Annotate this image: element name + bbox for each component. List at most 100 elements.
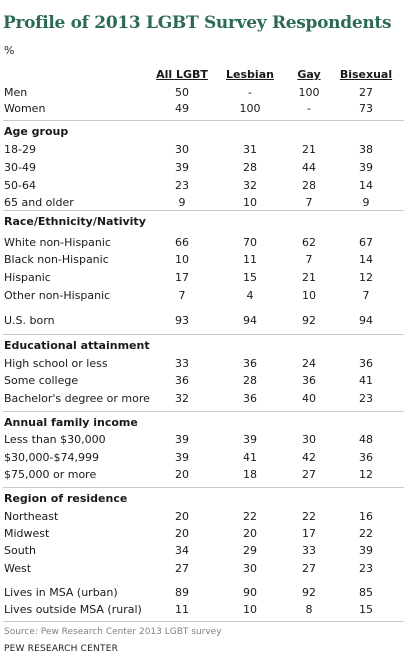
table-cell: 38 <box>359 143 373 156</box>
table-cell: 4 <box>246 289 254 302</box>
row-label: Lives outside MSA (rural) <box>4 603 142 616</box>
table-cell: 39 <box>175 451 189 464</box>
table-cell: 32 <box>175 392 189 405</box>
table-cell: 23 <box>359 562 373 575</box>
table-cell: 33 <box>175 357 189 370</box>
table-cell: 14 <box>359 179 373 192</box>
table-cell: 7 <box>362 289 370 302</box>
section-divider <box>3 210 404 211</box>
table-cell: 11 <box>243 253 257 266</box>
column-header: Gay <box>297 68 321 81</box>
table-cell: 42 <box>302 451 316 464</box>
table-cell: 85 <box>359 586 373 599</box>
table-cell: 23 <box>175 179 189 192</box>
table-cell: 34 <box>175 544 189 557</box>
table-cell: 10 <box>243 603 257 616</box>
table-cell: 90 <box>243 586 257 599</box>
table-cell: 15 <box>243 271 257 284</box>
row-label: 50-64 <box>4 179 36 192</box>
table-cell: 23 <box>359 392 373 405</box>
table-cell: 31 <box>243 143 257 156</box>
table-cell: 92 <box>302 586 316 599</box>
table-cell: 9 <box>178 196 186 209</box>
table-cell: 41 <box>243 451 257 464</box>
table-cell: 16 <box>359 510 373 523</box>
table-cell: 32 <box>243 179 257 192</box>
table-cell: 39 <box>359 544 373 557</box>
table-cell: 70 <box>243 236 257 249</box>
section-divider <box>3 411 404 412</box>
table-cell: 48 <box>359 433 373 446</box>
table-cell: 100 <box>239 102 261 115</box>
table-cell: 14 <box>359 253 373 266</box>
row-label: 18-29 <box>4 143 36 156</box>
table-cell: 89 <box>175 586 189 599</box>
column-header: Lesbian <box>226 68 274 81</box>
table-cell: 67 <box>359 236 373 249</box>
row-label: $75,000 or more <box>4 468 97 481</box>
table-cell: 28 <box>243 161 257 174</box>
table-cell: 12 <box>359 271 373 284</box>
table-cell: 9 <box>362 196 370 209</box>
row-label: Bachelor's degree or more <box>4 392 150 405</box>
table-cell: 50 <box>175 86 189 99</box>
table-cell: 30 <box>243 562 257 575</box>
table-cell: 10 <box>302 289 316 302</box>
table-cell: 20 <box>175 527 189 540</box>
row-label: 65 and older <box>4 196 74 209</box>
table-cell: 92 <box>302 314 316 327</box>
unit-label: % <box>4 44 15 57</box>
table-cell: 27 <box>302 562 316 575</box>
table-cell: 7 <box>305 253 313 266</box>
table-cell: 39 <box>359 161 373 174</box>
section-divider <box>3 487 404 488</box>
table-cell: 20 <box>175 510 189 523</box>
table-cell: 41 <box>359 374 373 387</box>
table-cell: 40 <box>302 392 316 405</box>
row-label: High school or less <box>4 357 108 370</box>
source-note: Source: Pew Research Center 2013 LGBT su… <box>4 627 222 637</box>
table-cell: 21 <box>302 143 316 156</box>
table-cell: 44 <box>302 161 316 174</box>
table-cell: 29 <box>243 544 257 557</box>
table-cell: 33 <box>302 544 316 557</box>
table-cell: 36 <box>243 392 257 405</box>
table-cell: 22 <box>302 510 316 523</box>
table-cell: 27 <box>175 562 189 575</box>
table-cell: 7 <box>305 196 313 209</box>
table-cell: 28 <box>302 179 316 192</box>
table-cell: 10 <box>243 196 257 209</box>
section-heading: Region of residence <box>4 492 128 505</box>
table-cell: 18 <box>243 468 257 481</box>
table-cell: 8 <box>305 603 313 616</box>
table-cell: 24 <box>302 357 316 370</box>
row-label: Lives in MSA (urban) <box>4 586 118 599</box>
table-cell: 94 <box>243 314 257 327</box>
section-heading: Educational attainment <box>4 339 150 352</box>
table-cell: 36 <box>359 357 373 370</box>
table-cell: 22 <box>243 510 257 523</box>
table-cell: 27 <box>302 468 316 481</box>
table-cell: 94 <box>359 314 373 327</box>
table-cell: 21 <box>302 271 316 284</box>
table-cell: 36 <box>302 374 316 387</box>
table-cell: 36 <box>243 357 257 370</box>
table-cell: 27 <box>359 86 373 99</box>
section-divider <box>3 334 404 335</box>
row-label: West <box>4 562 32 575</box>
table-cell: 62 <box>302 236 316 249</box>
row-label: White non-Hispanic <box>4 236 111 249</box>
table-cell: 93 <box>175 314 189 327</box>
row-label: Black non-Hispanic <box>4 253 109 266</box>
row-label: U.S. born <box>4 314 55 327</box>
table-cell: 22 <box>359 527 373 540</box>
table-cell: 100 <box>298 86 320 99</box>
table-cell: 20 <box>175 468 189 481</box>
table-cell: 11 <box>175 603 189 616</box>
table-cell: 36 <box>359 451 373 464</box>
table-cell: 7 <box>178 289 186 302</box>
table-cell: 30 <box>175 143 189 156</box>
table-cell: 30 <box>302 433 316 446</box>
table-cell: 36 <box>175 374 189 387</box>
row-label: Midwest <box>4 527 50 540</box>
